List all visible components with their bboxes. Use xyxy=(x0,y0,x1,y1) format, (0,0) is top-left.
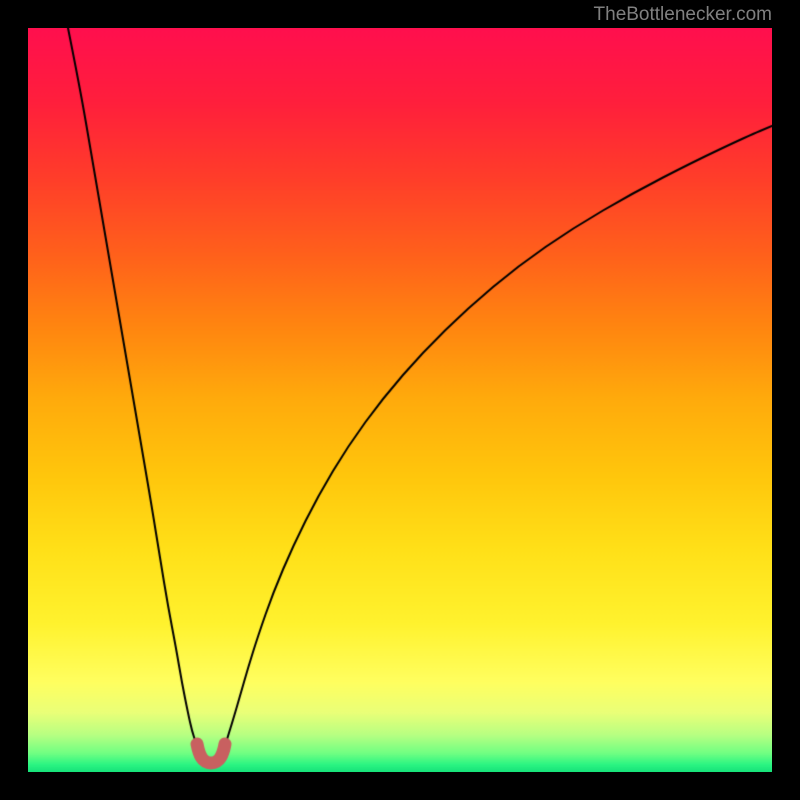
bottleneck-chart-canvas xyxy=(28,28,772,772)
watermark-label: TheBottlenecker.com xyxy=(594,4,772,26)
chart-container: TheBottlenecker.com xyxy=(0,0,800,800)
